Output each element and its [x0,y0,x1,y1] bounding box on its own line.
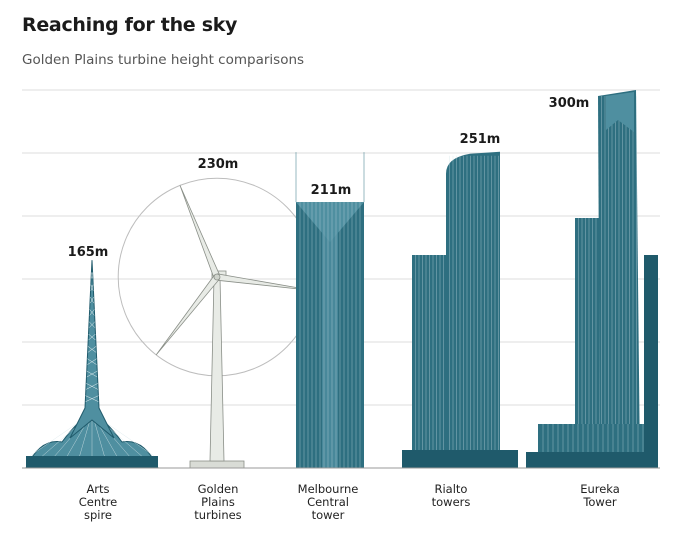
value-labels: 165m 230m 211m 251m 300m [68,96,590,260]
rialto-podium [402,450,518,468]
eureka-tower [526,90,658,468]
value-label: 230m [198,157,239,172]
category-label: Melbourne Central tower [298,482,359,522]
chart-subtitle: Golden Plains turbine height comparisons [22,52,305,68]
value-label: 300m [549,96,590,111]
category-label: Arts Centre spire [79,482,117,522]
chart-title: Reaching for the sky [22,14,238,36]
turbine-blade [179,185,221,279]
eureka-neighbour [644,255,658,468]
spire-mast [69,260,115,439]
arts-centre-spire [25,260,159,469]
turbine-tower [209,276,225,462]
value-label: 165m [68,245,109,260]
eureka-base [526,452,644,468]
category-label: Rialto towers [432,482,471,509]
melbourne-central-roof [296,202,364,243]
category-label: Golden Plains turbines [194,482,241,522]
eureka-crown [606,92,634,132]
structures [25,90,658,469]
rialto-main-tower [446,151,500,469]
rialto-towers [402,151,518,469]
category-labels: Arts Centre spire Golden Plains turbines Melbo… [79,482,620,522]
turbine-hub [213,273,221,281]
rialto-lower-tower [412,255,448,468]
value-label: 211m [311,183,352,198]
value-label: 251m [460,132,501,147]
turbine-blade [155,274,221,356]
turbine-foundation [189,460,245,469]
melbourne-central-tower [295,152,365,468]
golden-plains-turbine [117,177,317,469]
spire-plinth [26,456,158,468]
category-label: Eureka Tower [580,482,620,509]
